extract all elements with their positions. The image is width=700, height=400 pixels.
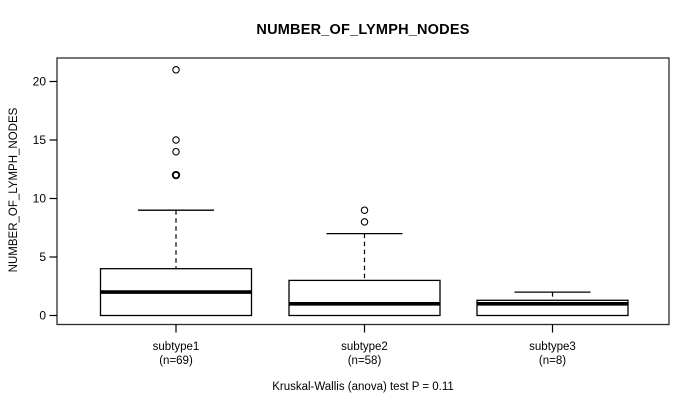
y-tick-label: 20 [33,75,47,89]
chart-title: NUMBER_OF_LYMPH_NODES [256,22,470,38]
x-category-label-subtype2: subtype2 (n=58) [295,340,435,368]
x-category-count: (n=8) [538,355,567,367]
box-subtype1-outlier-point [172,136,180,144]
x-category-label-subtype3: subtype3 (n=8) [483,340,623,368]
box-subtype2-iqr [288,279,441,317]
box-subtype1-outlier-point [171,170,181,180]
y-tick-label: 10 [33,192,47,206]
x-category-count: (n=58) [347,355,382,367]
x-category-name: subtype2 [341,341,388,353]
x-category-label-subtype1: subtype1 (n=69) [106,340,246,368]
plot-border [56,57,670,326]
stat-test-caption: Kruskal-Wallis (anova) test P = 0.11 [272,381,454,393]
y-tick-label: 15 [33,133,47,147]
y-tick-label: 0 [39,309,46,323]
box-subtype2-outlier-point [360,218,369,226]
x-category-name: subtype3 [529,341,576,353]
box-subtype1-outlier-point [172,147,180,156]
box-subtype1-outlier-point [172,66,180,74]
box-subtype2-outlier-point [360,206,369,214]
x-category-name: subtype1 [152,341,200,353]
x-category-count: (n=69) [159,355,193,367]
y-tick-label: 5 [39,250,46,264]
